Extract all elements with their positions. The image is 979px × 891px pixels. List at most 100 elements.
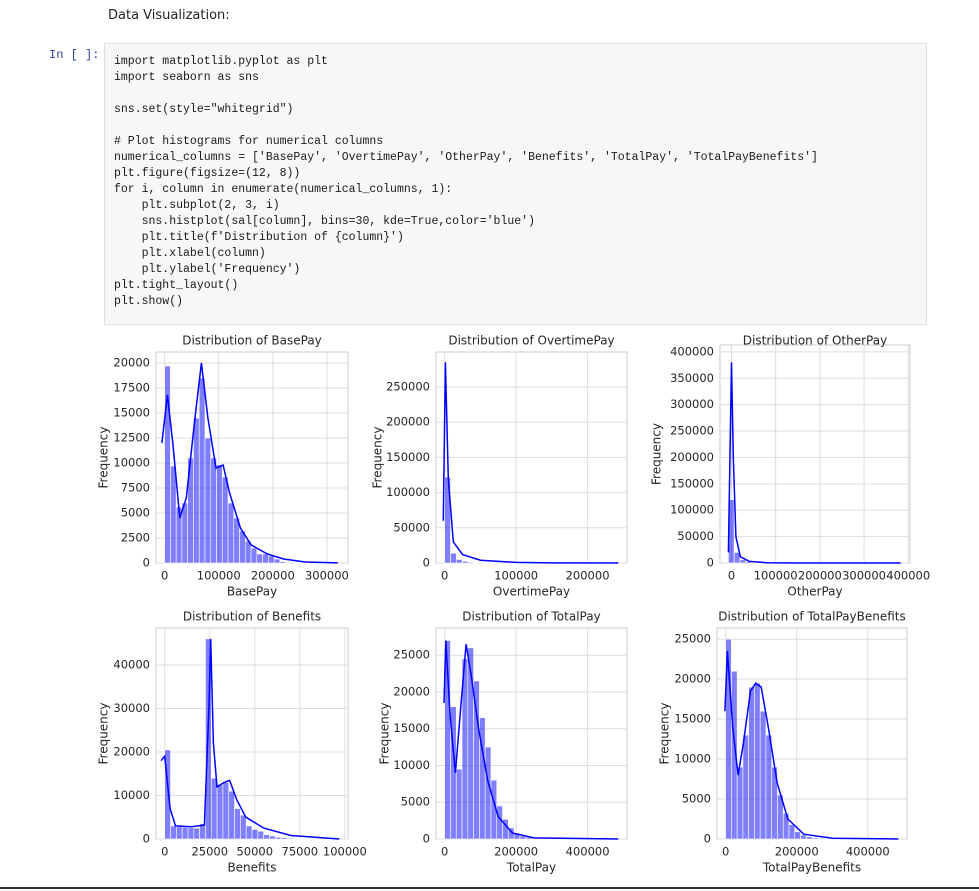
histogram-bar [467,561,474,564]
x-tick-label: 0 [441,845,448,859]
y-tick-label: 10000 [393,758,430,772]
histogram-bar [222,782,230,840]
y-tick-label: 0 [143,832,150,846]
histogram-bar [193,417,200,564]
histogram-bar [227,502,235,564]
chart-title: Distribution of OtherPay [743,334,887,348]
y-tick-label: 250000 [670,424,714,438]
histogram-bar [286,837,294,840]
y-axis-label: Frequency [371,427,385,489]
x-axis-label: BasePay [227,585,277,599]
histogram-bar [216,784,224,840]
histogram-bar [228,790,235,840]
histogram-bar [280,837,288,840]
kde-line [724,651,899,840]
x-tick-label: 25000 [191,845,228,859]
y-tick-label: 0 [423,556,430,570]
y-tick-label: 2500 [121,531,150,545]
histogram-bar [817,837,824,840]
y-tick-label: 300000 [670,397,714,411]
histogram-bar [170,825,177,840]
histogram-bar [239,530,246,564]
x-tick-label: 50000 [236,845,273,859]
histogram-bar [250,547,258,564]
y-tick-label: 100000 [670,503,714,517]
histogram-bar [176,826,183,840]
histogram-bar [765,734,772,840]
chart-title: Distribution of OvertimePay [448,334,614,348]
histogram-bar [450,552,457,564]
x-tick-label: 200000 [775,845,819,859]
y-tick-label: 50000 [677,529,714,543]
y-tick-label: 250000 [386,379,430,393]
histogram-bar [262,553,269,564]
histogram-bar [210,777,218,840]
histogram-bar [748,686,755,840]
y-tick-label: 200000 [386,415,430,429]
y-tick-label: 5000 [121,506,150,520]
x-axis-label: Benefits [227,861,276,875]
y-tick-label: 100000 [386,485,430,499]
y-tick-label: 0 [143,556,150,570]
histogram-bar [256,553,263,564]
divider [0,887,979,889]
y-tick-label: 0 [423,832,430,846]
y-tick-label: 40000 [113,657,150,671]
histogram-bar [263,834,270,840]
histogram-bar [782,813,790,840]
x-axis-label: TotalPay [506,861,556,875]
histogram-bar [279,561,286,564]
y-tick-label: 25000 [393,648,430,662]
x-tick-label: 0 [722,845,729,859]
histogram-bar [733,552,741,564]
histogram-bar [193,827,200,840]
histogram-bar [739,559,746,564]
x-tick-label: 400000 [566,845,610,859]
y-tick-label: 20000 [393,684,430,698]
histogram-bar [164,365,171,564]
y-tick-label: 400000 [670,344,714,358]
markdown-cell: Data Visualization: [108,8,230,23]
histogram-bar [204,437,212,564]
histogram-bar [473,680,480,840]
histogram-bar [496,805,503,840]
x-tick-label: 100000 [754,569,798,583]
y-tick-label: 7500 [121,481,150,495]
cell-prompt: In [ ]: [49,48,100,62]
histogram-bar [274,836,282,840]
histogram-bar [240,814,247,840]
y-tick-label: 0 [704,832,711,846]
y-tick-label: 50000 [393,520,430,534]
histogram-bar [788,824,796,840]
histogram-bar [257,830,264,840]
x-axis-label: OvertimePay [493,585,570,599]
x-tick-label: 200000 [494,845,538,859]
y-axis-label: Frequency [378,703,392,765]
histogram-bar [181,826,189,840]
x-tick-label: 0 [728,569,735,583]
y-tick-label: 30000 [113,701,150,715]
histogram-bar [187,827,195,840]
y-tick-label: 20000 [113,744,150,758]
histogram-bar [268,555,275,564]
histogram-bar [484,746,492,840]
x-tick-label: 100000 [197,569,241,583]
histogram-bar [742,734,749,840]
histogram-bar [234,808,241,840]
histogram-bar [198,377,206,564]
kde-line [160,638,340,840]
histogram-bar [210,457,217,564]
histogram-bar [251,829,259,840]
y-tick-label: 150000 [386,450,430,464]
kde-line [442,362,619,564]
histogram-bar [170,465,177,564]
y-tick-label: 15000 [393,721,430,735]
code-cell[interactable]: import matplotlib.pyplot as plt import s… [104,43,927,325]
kde-line [443,640,619,840]
histogram-bar [461,560,469,564]
y-axis-label: Frequency [97,427,111,489]
x-axis-label: TotalPayBenefits [762,861,861,875]
histogram-bar [794,831,801,840]
y-tick-label: 17500 [113,381,150,395]
